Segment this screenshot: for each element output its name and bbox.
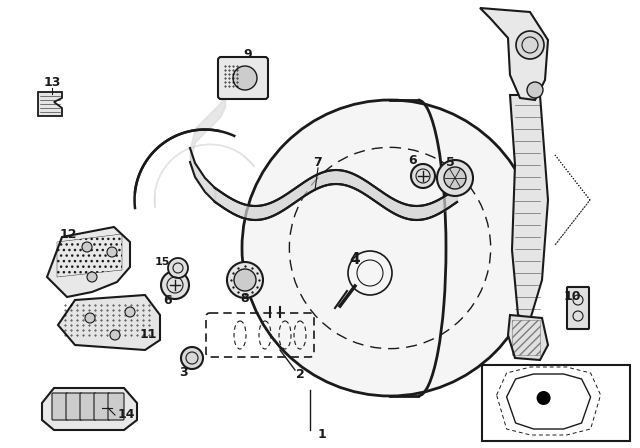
FancyBboxPatch shape [218, 57, 268, 99]
Bar [482, 365, 630, 441]
Text: 6: 6 [164, 293, 172, 306]
FancyBboxPatch shape [52, 393, 68, 420]
Text: 3: 3 [179, 366, 188, 379]
Text: 4: 4 [349, 253, 360, 267]
Polygon shape [508, 315, 548, 360]
Circle shape [82, 242, 92, 252]
FancyBboxPatch shape [567, 287, 589, 329]
Polygon shape [42, 388, 137, 430]
Polygon shape [510, 95, 548, 320]
Circle shape [536, 391, 550, 405]
Circle shape [242, 100, 538, 396]
Circle shape [411, 164, 435, 188]
Text: 5: 5 [445, 155, 454, 168]
Circle shape [168, 258, 188, 278]
Text: 11: 11 [140, 328, 157, 341]
Circle shape [516, 31, 544, 59]
Circle shape [107, 247, 117, 257]
Text: 6: 6 [409, 154, 417, 167]
Polygon shape [134, 129, 234, 208]
Text: 7: 7 [314, 155, 323, 168]
Circle shape [87, 272, 97, 282]
FancyBboxPatch shape [108, 393, 124, 420]
Polygon shape [47, 227, 130, 297]
Polygon shape [480, 8, 548, 100]
Text: 13: 13 [44, 77, 61, 90]
Circle shape [527, 82, 543, 98]
Text: 1: 1 [317, 428, 326, 441]
Text: 15: 15 [154, 257, 170, 267]
Polygon shape [38, 92, 62, 116]
Circle shape [181, 347, 203, 369]
Text: 14: 14 [118, 409, 136, 422]
Circle shape [161, 271, 189, 299]
FancyBboxPatch shape [80, 393, 96, 420]
Text: 8: 8 [241, 292, 250, 305]
Polygon shape [58, 295, 160, 350]
Circle shape [227, 262, 263, 298]
Circle shape [125, 307, 135, 317]
Circle shape [437, 160, 473, 196]
Circle shape [234, 269, 256, 291]
Polygon shape [154, 144, 255, 208]
Text: 12: 12 [60, 228, 77, 241]
Circle shape [233, 66, 257, 90]
Circle shape [444, 167, 466, 189]
Circle shape [85, 313, 95, 323]
Text: 2: 2 [296, 369, 305, 382]
FancyBboxPatch shape [66, 393, 82, 420]
FancyBboxPatch shape [94, 393, 110, 420]
Text: 9: 9 [244, 48, 252, 61]
Text: 10: 10 [563, 290, 580, 303]
Circle shape [110, 330, 120, 340]
